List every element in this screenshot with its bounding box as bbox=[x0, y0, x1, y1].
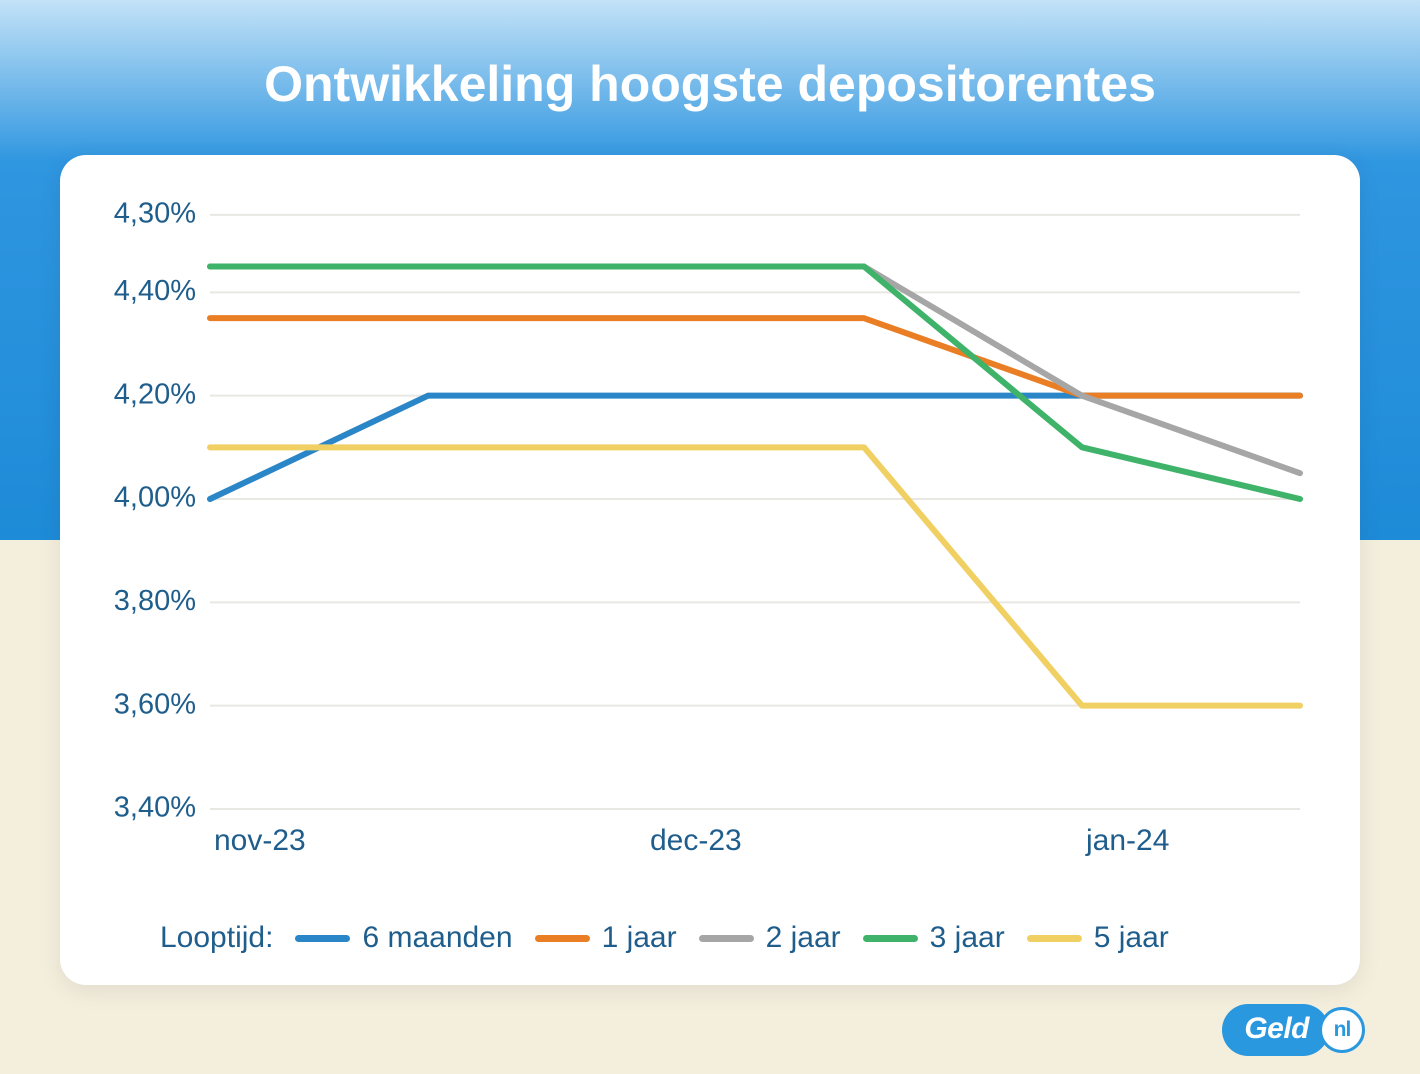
svg-text:4,20%: 4,20% bbox=[114, 378, 196, 410]
svg-text:dec-23: dec-23 bbox=[650, 824, 742, 857]
legend-item: 5 jaar bbox=[1027, 921, 1169, 955]
svg-text:4,00%: 4,00% bbox=[114, 482, 196, 514]
chart-card: 4,30% 4,40% 4,20% 4,00% 3,80% 3,60% 3,40% nov-2… bbox=[60, 155, 1360, 985]
line-chart: 4,30% 4,40% 4,20% 4,00% 3,80% 3,60% 3,40% nov-2… bbox=[100, 179, 1320, 879]
legend-label: 1 jaar bbox=[602, 921, 677, 955]
brand-logo: Geld nl bbox=[1222, 1004, 1365, 1056]
logo-wordmark: Geld bbox=[1222, 1004, 1329, 1056]
legend-swatch bbox=[699, 935, 754, 942]
page-title: Ontwikkeling hoogste depositorentes bbox=[0, 55, 1420, 113]
legend-swatch bbox=[1027, 935, 1082, 942]
legend-swatch bbox=[535, 935, 590, 942]
svg-text:jan-24: jan-24 bbox=[1085, 824, 1169, 857]
svg-text:3,40%: 3,40% bbox=[114, 792, 196, 824]
svg-text:3,80%: 3,80% bbox=[114, 585, 196, 617]
legend-swatch bbox=[295, 935, 350, 942]
legend-prefix: Looptijd: bbox=[160, 921, 273, 955]
legend-item: 2 jaar bbox=[699, 921, 841, 955]
legend: Looptijd: 6 maanden 1 jaar 2 jaar 3 jaar 5 j… bbox=[160, 921, 1320, 955]
legend-label: 2 jaar bbox=[766, 921, 841, 955]
logo-badge: nl bbox=[1319, 1007, 1365, 1053]
legend-item: 1 jaar bbox=[535, 921, 677, 955]
svg-text:3,60%: 3,60% bbox=[114, 688, 196, 720]
svg-text:4,30%: 4,30% bbox=[114, 197, 196, 229]
legend-label: 5 jaar bbox=[1094, 921, 1169, 955]
legend-label: 3 jaar bbox=[930, 921, 1005, 955]
svg-text:nov-23: nov-23 bbox=[214, 824, 306, 857]
legend-item: 6 maanden bbox=[295, 921, 512, 955]
svg-text:4,40%: 4,40% bbox=[114, 275, 196, 307]
legend-item: 3 jaar bbox=[863, 921, 1005, 955]
legend-swatch bbox=[863, 935, 918, 942]
legend-label: 6 maanden bbox=[362, 921, 512, 955]
